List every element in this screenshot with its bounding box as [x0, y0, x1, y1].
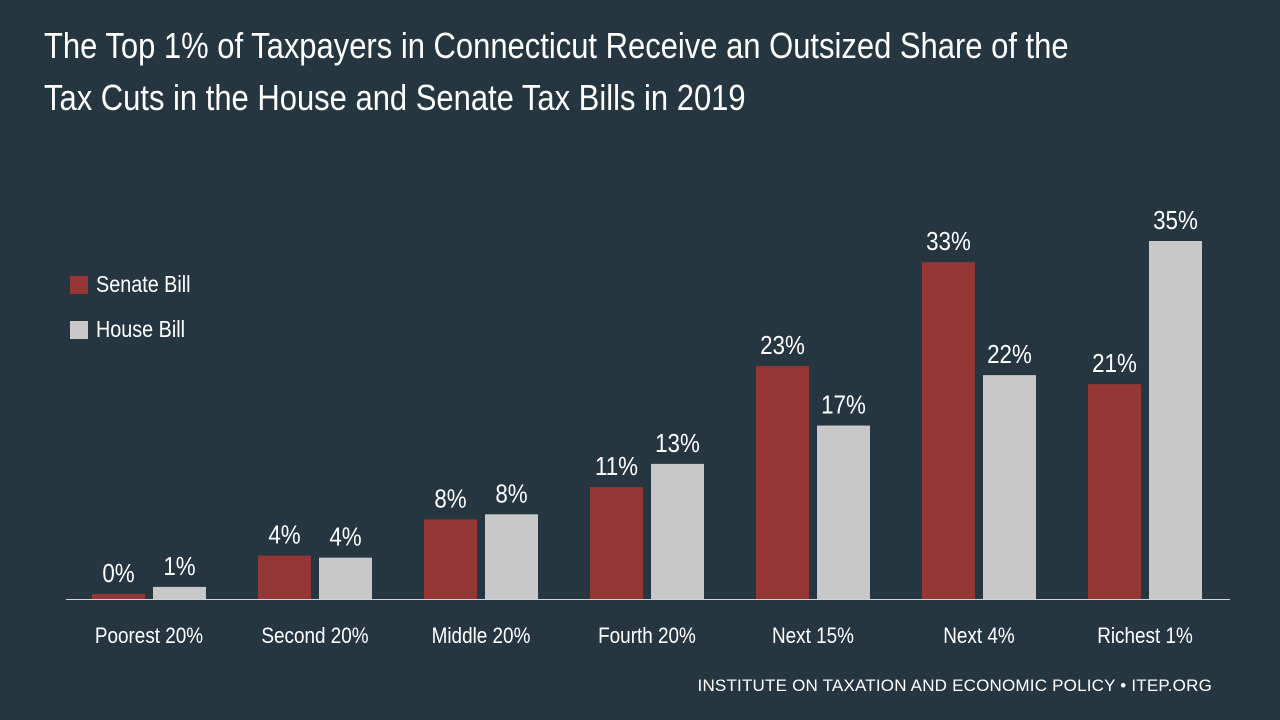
- bar-house-1: [319, 557, 372, 599]
- data-label-senate-2: 8%: [434, 485, 466, 514]
- x-tick-label-6: Richest 1%: [1097, 624, 1193, 649]
- bar-senate-2: [424, 519, 477, 599]
- bar-senate-1: [258, 555, 311, 599]
- bar-house-6: [1149, 241, 1202, 599]
- data-label-senate-4: 23%: [760, 332, 805, 361]
- x-tick-label-5: Next 4%: [943, 624, 1014, 649]
- legend-item-senate: Senate Bill: [70, 262, 206, 307]
- bar-house-2: [485, 514, 538, 599]
- data-label-senate-6: 21%: [1092, 350, 1137, 379]
- data-label-house-2: 8%: [495, 480, 527, 509]
- data-label-senate-1: 4%: [268, 521, 300, 550]
- x-tick-label-1: Second 20%: [261, 624, 368, 649]
- bar-senate-0: [92, 593, 145, 599]
- bar-house-5: [983, 375, 1036, 599]
- data-label-senate-5: 33%: [926, 228, 971, 257]
- data-label-house-1: 4%: [329, 523, 361, 552]
- data-label-house-4: 17%: [821, 391, 866, 420]
- legend-label-house: House Bill: [96, 316, 186, 342]
- data-label-house-5: 22%: [987, 341, 1032, 370]
- bar-house-4: [817, 425, 870, 599]
- bar-senate-5: [922, 262, 975, 599]
- legend-label-senate: Senate Bill: [96, 271, 191, 297]
- x-tick-label-2: Middle 20%: [432, 624, 531, 649]
- data-label-house-0: 1%: [163, 552, 195, 581]
- bar-senate-6: [1088, 384, 1141, 599]
- bar-house-3: [651, 463, 704, 599]
- bar-senate-4: [756, 366, 809, 599]
- data-label-senate-0: 0%: [102, 559, 134, 588]
- x-tick-label-4: Next 15%: [772, 624, 854, 649]
- source-note: INSTITUTE ON TAXATION AND ECONOMIC POLIC…: [697, 676, 1212, 695]
- legend-swatch-house: [70, 320, 88, 339]
- chart-legend: Senate Bill House Bill: [70, 262, 206, 352]
- bar-house-0: [153, 586, 206, 599]
- chart-title: The Top 1% of Taxpayers in Connecticut R…: [44, 25, 1069, 118]
- x-tick-label-0: Poorest 20%: [95, 624, 203, 649]
- legend-swatch-senate: [70, 275, 88, 294]
- data-label-house-6: 35%: [1153, 206, 1198, 235]
- data-label-house-3: 13%: [655, 429, 700, 458]
- bar-senate-3: [590, 487, 643, 599]
- x-tick-label-3: Fourth 20%: [598, 624, 696, 649]
- data-label-senate-3: 11%: [595, 453, 638, 482]
- legend-item-house: House Bill: [70, 307, 206, 352]
